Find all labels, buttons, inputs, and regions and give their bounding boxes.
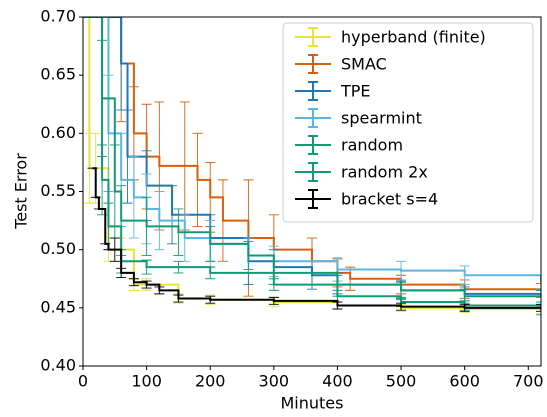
x-tick-label: 300 xyxy=(259,372,290,391)
y-tick-label: 0.50 xyxy=(40,239,76,258)
error-bar xyxy=(173,294,184,303)
error-bar xyxy=(205,295,216,304)
error-bar xyxy=(396,260,407,281)
legend-swatch xyxy=(295,189,331,209)
legend-swatch xyxy=(295,81,331,101)
error-bar xyxy=(205,266,216,280)
error-bar xyxy=(536,274,541,290)
legend-label: random 2x xyxy=(341,163,428,182)
x-tick-label: 200 xyxy=(195,372,226,391)
error-bar xyxy=(205,225,216,262)
error-bar xyxy=(154,286,165,295)
x-tick-label: 100 xyxy=(131,372,162,391)
y-tick-label: 0.60 xyxy=(40,123,76,142)
error-bar xyxy=(396,302,407,311)
error-bar xyxy=(536,303,541,312)
error-bar xyxy=(345,266,356,291)
x-tick-label: 600 xyxy=(449,372,480,391)
error-bar xyxy=(173,208,184,256)
error-bar xyxy=(154,191,165,251)
error-bar xyxy=(141,259,152,275)
y-axis-label: Test Error xyxy=(12,153,31,230)
legend-label: random xyxy=(341,136,403,155)
error-bar xyxy=(128,278,139,287)
plot-area xyxy=(83,17,541,316)
error-bar xyxy=(173,260,184,274)
legend-swatch xyxy=(295,108,331,128)
error-bar xyxy=(536,305,541,316)
error-bar xyxy=(268,296,279,305)
error-bar xyxy=(217,179,228,262)
error-bar xyxy=(536,306,541,315)
legend-label: TPE xyxy=(340,82,371,101)
legend-label: SMAC xyxy=(341,55,387,74)
x-tick-label: 500 xyxy=(386,372,417,391)
legend-swatch xyxy=(295,54,331,74)
y-tick-label: 0.45 xyxy=(40,297,76,316)
error-bar xyxy=(122,109,133,204)
y-tick-label: 0.65 xyxy=(40,65,76,84)
x-axis-label: Minutes xyxy=(281,394,344,413)
legend-box xyxy=(282,22,534,223)
error-bar xyxy=(141,280,152,289)
error-bar xyxy=(268,278,279,291)
error-bar xyxy=(116,267,127,279)
legend-swatch xyxy=(295,27,331,47)
y-tick-label: 0.40 xyxy=(40,356,76,375)
error-bar xyxy=(141,196,152,256)
error-bar xyxy=(192,132,203,227)
legend-label: hyperband (finite) xyxy=(341,28,486,47)
error-bar xyxy=(109,237,120,262)
error-bar xyxy=(536,289,541,303)
error-bar xyxy=(243,241,254,270)
legend-label: spearmint xyxy=(341,109,422,128)
legend-swatch xyxy=(295,162,331,182)
error-bar xyxy=(332,301,343,310)
y-tick-label: 0.55 xyxy=(40,181,76,200)
error-bar xyxy=(167,185,178,245)
y-tick-label: 0.70 xyxy=(40,7,76,26)
error-bar xyxy=(459,303,470,312)
x-tick-label: 0 xyxy=(78,372,88,391)
x-tick-label: 700 xyxy=(513,372,544,391)
x-tick-label: 400 xyxy=(322,372,353,391)
error-bar xyxy=(536,282,541,298)
legend-swatch xyxy=(295,135,331,155)
legend-label: bracket s=4 xyxy=(341,190,438,209)
error-bar xyxy=(128,156,139,239)
error-bar xyxy=(459,265,470,286)
